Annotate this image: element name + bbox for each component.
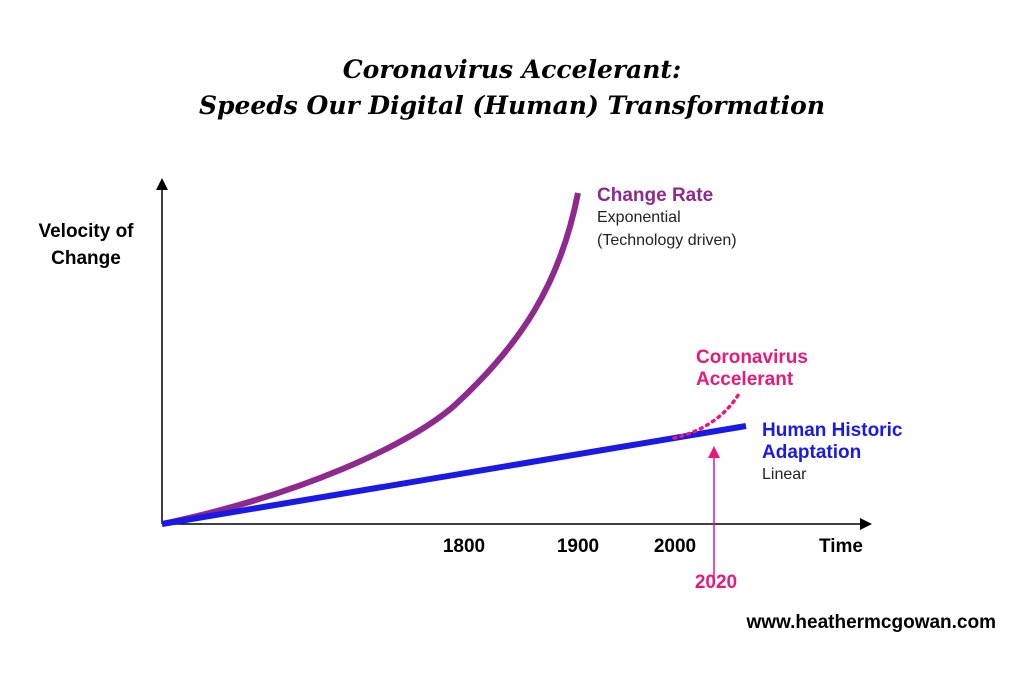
accelerant-title-1: Coronavirus <box>696 347 808 368</box>
human-line3: Linear <box>762 466 807 483</box>
year-2020-label: 2020 <box>695 572 737 593</box>
footer-url: www.heathermcgowan.com <box>745 612 996 633</box>
human-adaptation-line <box>161 423 747 527</box>
x-axis-label: Time <box>819 536 863 557</box>
x-tick-1900: 1900 <box>557 536 599 557</box>
change-rate-line2: Exponential <box>597 209 681 226</box>
change-rate-curve <box>161 192 581 527</box>
title-line2: Speeds Our Digital (Human) Transformatio… <box>199 91 825 120</box>
y-axis-label-2: Change <box>51 248 121 269</box>
human-title-2: Adaptation <box>762 442 861 463</box>
x-tick-2000: 2000 <box>654 536 696 557</box>
x-tick-1800: 1800 <box>443 536 485 557</box>
title-line1: Coronavirus Accelerant: <box>343 55 681 84</box>
change-rate-title: Change Rate <box>597 185 713 206</box>
accelerant-title-2: Accelerant <box>696 369 794 390</box>
change-rate-line3: (Technology driven) <box>597 232 737 249</box>
accelerant-dotted-curve <box>672 390 742 440</box>
human-title-1: Human Historic <box>762 420 903 441</box>
y-axis-label-1: Velocity of <box>38 221 134 242</box>
